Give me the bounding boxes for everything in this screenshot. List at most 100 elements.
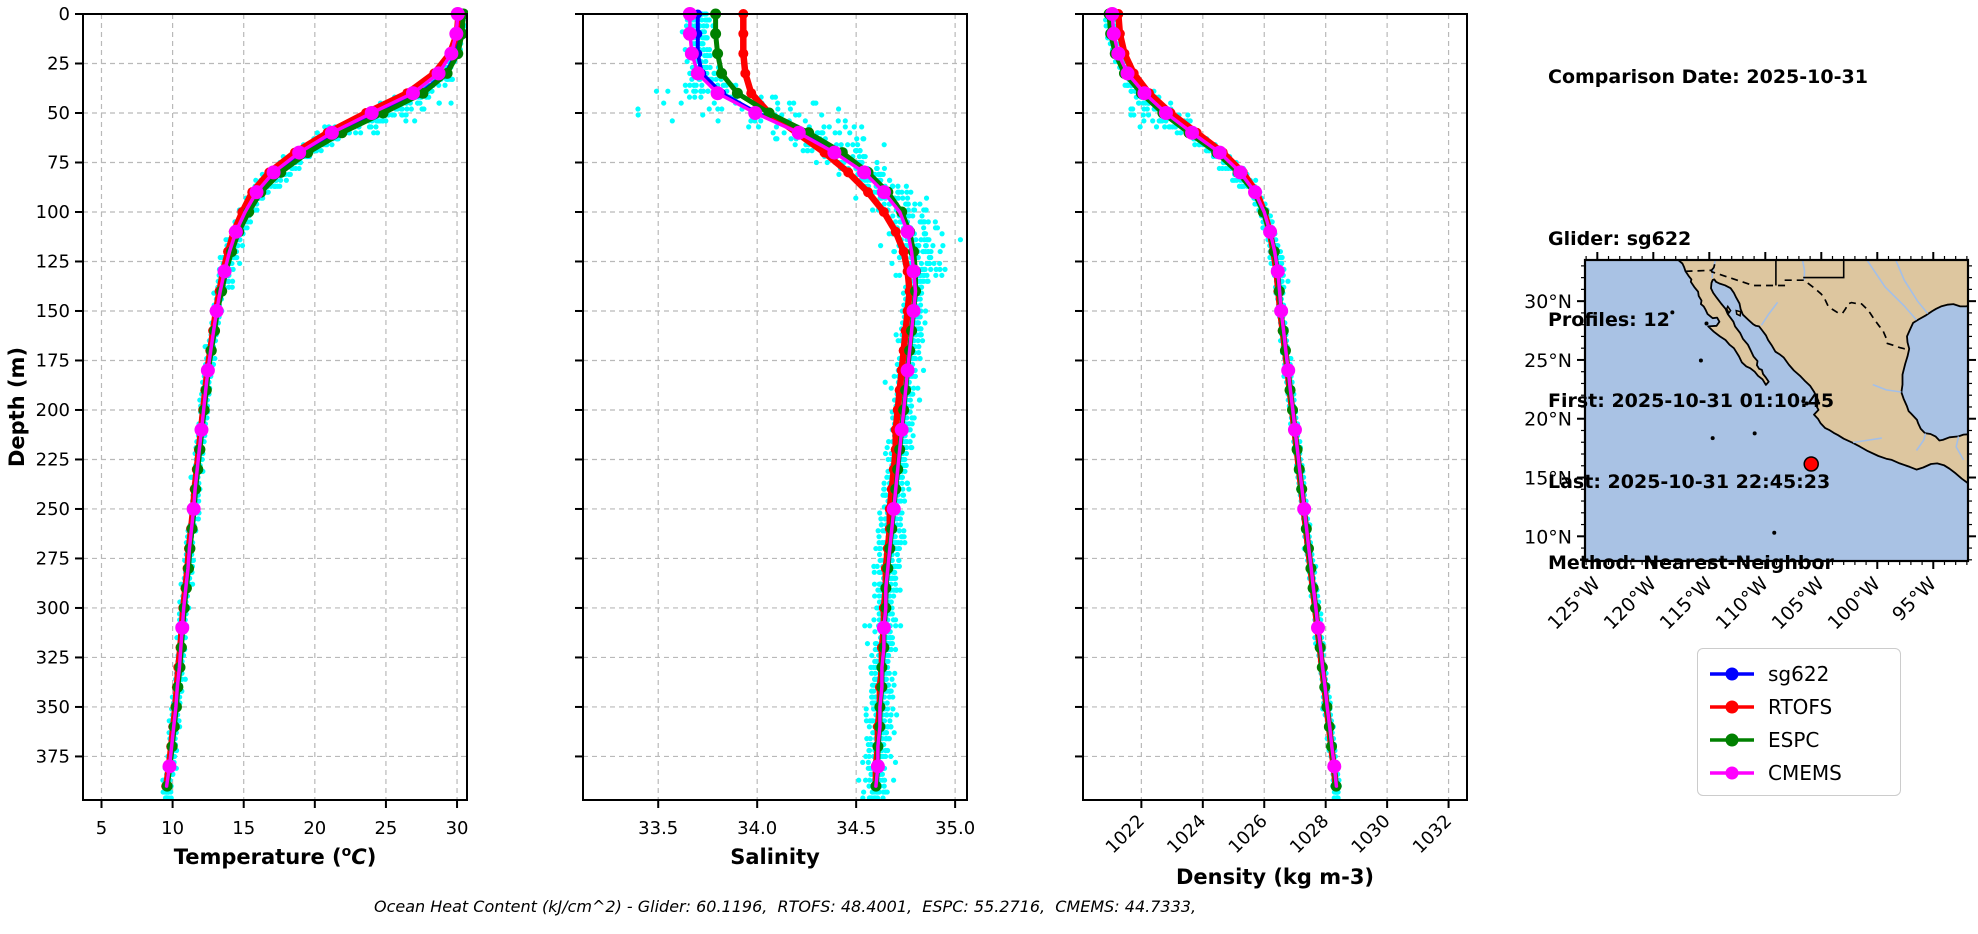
temperature-xtick-label: 10 [161, 818, 184, 839]
map-lon-tick-label: 95°W [1888, 573, 1941, 626]
temperature-sg622-line [164, 12, 464, 789]
legend-line-sample-sg622 [1710, 667, 1754, 680]
map-lat-tick-label: 30°N [1524, 291, 1572, 313]
map-river [1865, 260, 1918, 321]
temperature-CMEMS-line [164, 12, 460, 788]
temperature-xtick-label: 25 [374, 818, 397, 839]
legend-label: CMEMS [1768, 760, 1842, 785]
temperature-ESPC-line [164, 11, 466, 789]
salinity-xtick-label: 35.0 [935, 818, 975, 839]
map-island-dot [1670, 310, 1675, 315]
map-island-dot [1772, 530, 1777, 535]
comparison-date-text: Comparison Date: 2025-10-31 [1548, 66, 1868, 88]
temperature-x-axis-label: Temperature (oC) [174, 844, 377, 869]
map-lat-tick-label: 15°N [1524, 468, 1572, 490]
salinity-x-axis-label: Salinity [730, 845, 820, 869]
map-island [1725, 304, 1732, 315]
density-xtick-label: 1026 [1225, 811, 1272, 858]
legend-item-sg622: sg622 [1708, 657, 1890, 690]
map-island [1735, 309, 1742, 317]
salinity-CMEMS-line [688, 12, 918, 788]
temperature-ytick-label: 225 [36, 449, 70, 470]
temperature-ticks: 5 10 15 20 25 3002550751001251501752002252502… [36, 4, 469, 839]
temperature-ytick-label: 25 [47, 53, 70, 74]
temperature-xtick-label: 5 [96, 818, 107, 839]
temperature-xtick-label: 30 [446, 818, 469, 839]
info-panel-spacer [1548, 145, 1868, 172]
legend-item-RTOFS: RTOFS [1708, 690, 1890, 723]
density-ticks: 1022 1024 1026 1028 1030 1032 [1075, 13, 1456, 858]
density-grid [1083, 13, 1467, 800]
profiles-count-text: Profiles: 12 [1548, 309, 1670, 331]
density-profile-chart: 1022 1024 1026 1028 1030 1032 Density (kg m-3) [1075, 7, 1468, 889]
temperature-ytick-label: 300 [36, 598, 70, 619]
temperature-CMEMS-markers [162, 7, 465, 774]
legend-label: RTOFS [1768, 694, 1833, 719]
legend: sg622 RTOFS ESPC CMEMS [1697, 648, 1901, 796]
temperature-ytick-label: 275 [36, 548, 70, 569]
density-xtick-label: 1028 [1286, 811, 1333, 858]
map-lat-tick-label: 10°N [1524, 526, 1572, 548]
density-sg622-line [1108, 12, 1339, 789]
map-lat-tick-label: 25°N [1524, 350, 1572, 372]
map-river [1894, 260, 1929, 315]
map-river [1955, 436, 1965, 461]
density-CMEMS-markers [1105, 7, 1342, 774]
info-panel: Comparison Date: 2025-10-31 Glider: sg62… [1548, 10, 1868, 604]
map-island-dot [1752, 431, 1757, 436]
temperature-ytick-label: 175 [36, 350, 70, 371]
density-xtick-label: 1022 [1102, 811, 1149, 858]
ocean-heat-content-note: Ocean Heat Content (kJ/cm^2) - Glider: 6… [373, 897, 1197, 916]
density-RTOFS-markers [1113, 9, 1341, 792]
density-ESPC-line [1106, 11, 1339, 789]
map-river [1760, 301, 1779, 326]
map-country-border [1710, 260, 1717, 271]
map-river [1853, 437, 1882, 444]
temperature-ytick-label: 125 [36, 251, 70, 272]
last-profile-time-text: Last: 2025-10-31 22:45:23 [1548, 471, 1831, 493]
temperature-ytick-label: 200 [36, 400, 70, 421]
density-RTOFS-line [1115, 10, 1340, 790]
salinity-ticks: 33.5 34.0 34.5 35.0 [575, 13, 975, 839]
salinity-xtick-label: 34.0 [737, 818, 777, 839]
temperature-ytick-label: 375 [36, 746, 70, 767]
glider-location-marker [1803, 456, 1819, 472]
glider-name-text: Glider: sg622 [1548, 228, 1692, 250]
legend-label: sg622 [1768, 661, 1830, 686]
density-x-axis-label: Density (kg m-3) [1176, 865, 1374, 889]
legend-line-sample-CMEMS [1710, 766, 1754, 779]
legend-line-sample-RTOFS [1710, 700, 1754, 713]
density-CMEMS-line [1110, 12, 1339, 788]
density-xtick-label: 1032 [1409, 811, 1456, 858]
first-profile-time-text: First: 2025-10-31 01:10:45 [1548, 390, 1835, 412]
density-xtick-label: 1024 [1163, 811, 1210, 858]
map-ticks [1577, 252, 1976, 569]
temperature-axes-box [82, 13, 468, 801]
temperature-ytick-label: 150 [36, 301, 70, 322]
salinity-xtick-label: 33.5 [638, 818, 678, 839]
temperature-grid [83, 13, 467, 800]
map-island-dot [1801, 399, 1806, 404]
map-lat-tick-label: 20°N [1524, 409, 1572, 431]
temperature-ytick-label: 0 [59, 4, 70, 25]
map-island-dot [1704, 321, 1709, 326]
map-river [1872, 383, 1902, 393]
temperature-ytick-label: 350 [36, 697, 70, 718]
temperature-ytick-label: 250 [36, 499, 70, 520]
temperature-xtick-label: 20 [303, 818, 326, 839]
density-xtick-label: 1030 [1347, 811, 1394, 858]
map-river [1915, 433, 1927, 451]
salinity-xtick-label: 34.5 [836, 818, 876, 839]
map-land-mainland [1676, 260, 1968, 485]
map-island-dot [1710, 436, 1715, 441]
legend-label: ESPC [1768, 727, 1820, 752]
salinity-profile-chart: 33.5 34.0 34.5 35.0 Salinity [575, 7, 975, 869]
salinity-axes-box [582, 13, 968, 801]
method-text: Method: Nearest-Neighbor [1548, 552, 1834, 574]
temperature-xtick-label: 15 [232, 818, 255, 839]
legend-item-CMEMS: CMEMS [1708, 756, 1890, 789]
temperature-ytick-label: 75 [47, 152, 70, 173]
map-country-border [1685, 269, 1910, 350]
